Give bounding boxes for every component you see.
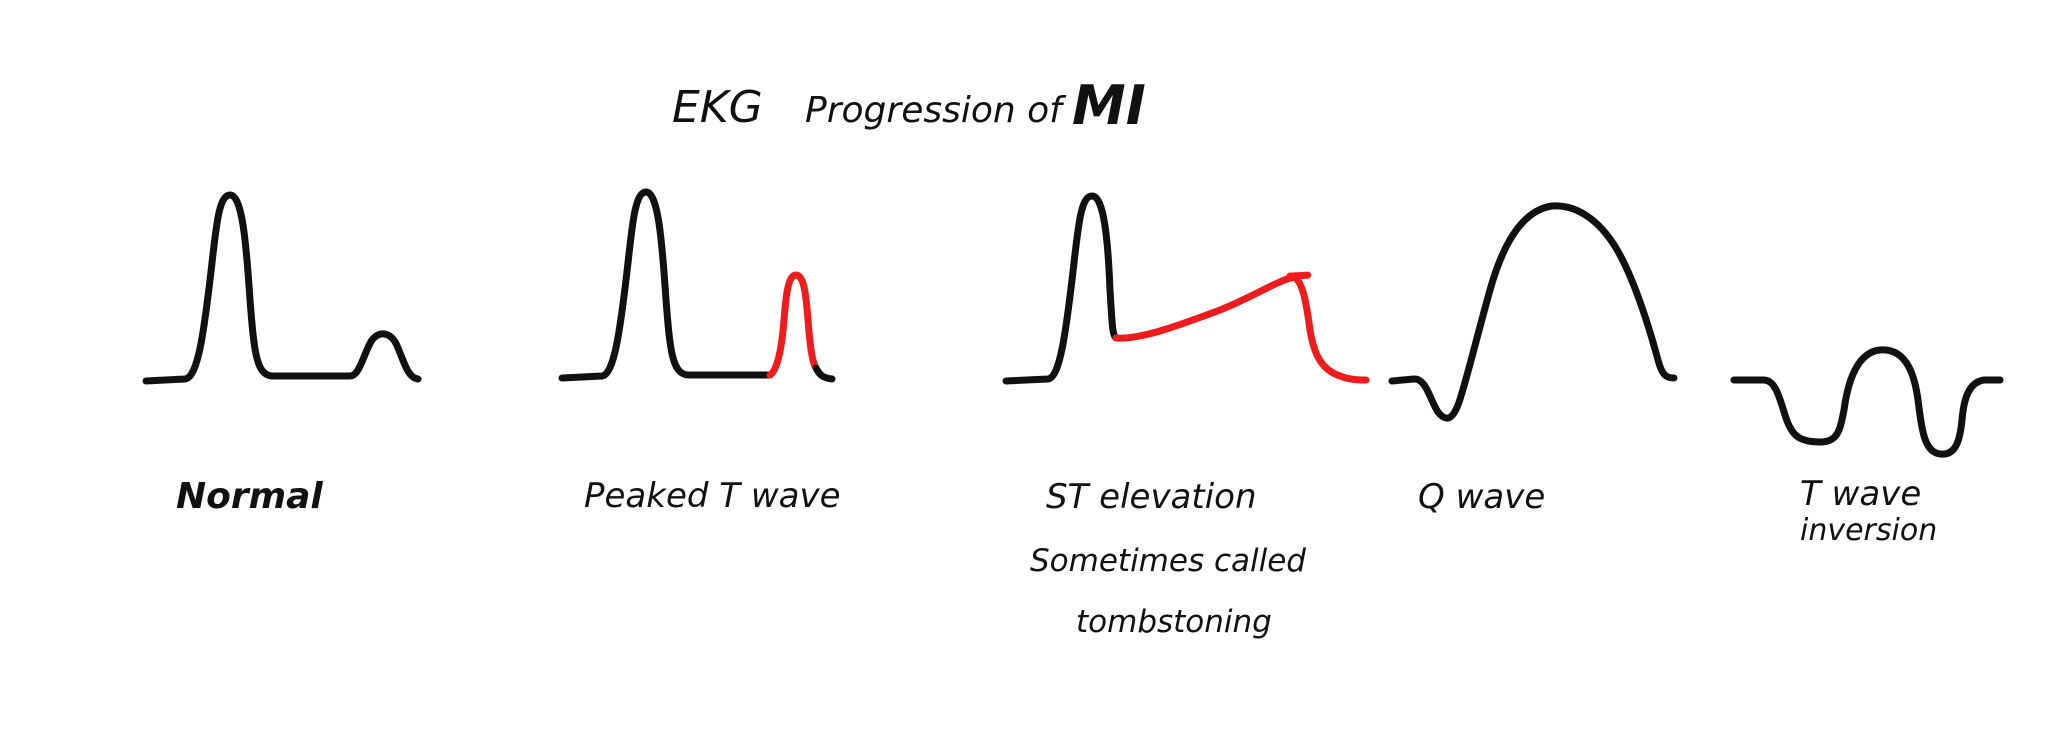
title-mi: MI [1072, 74, 1146, 137]
stage-q-wave: Q wave [1388, 202, 1678, 517]
label-q-wave: Q wave [1418, 477, 1545, 517]
label-normal: Normal [176, 476, 323, 517]
st-elevation-segment [1112, 271, 1370, 384]
label-t-wave: T wave [1800, 474, 1921, 514]
peaked-t-wave-segment [766, 271, 820, 379]
label-inversion: inversion [1800, 513, 1937, 548]
stage-peaked-t-wave: Peaked T wave [558, 188, 841, 516]
peaked-tail-waveform [812, 364, 836, 383]
normal-waveform [142, 191, 422, 385]
peaked-qrs-waveform [558, 188, 774, 382]
st-note-line1: Sometimes called [1030, 543, 1306, 579]
stage-st-elevation: ST elevation Sometimes called tombstonin… [1002, 192, 1370, 640]
diagram-title: EKG Progression of MI [672, 74, 1146, 137]
st-qrs-waveform [1002, 192, 1120, 385]
label-st-elevation: ST elevation [1046, 477, 1257, 517]
stage-t-wave-inversion: T wave inversion [1730, 346, 2004, 548]
title-ekg: EKG [672, 82, 763, 133]
t-inversion-waveform [1730, 346, 2004, 458]
label-peaked-t-wave: Peaked T wave [584, 476, 841, 516]
title-progression: Progression of [805, 90, 1067, 131]
st-note-line2: tombstoning [1076, 604, 1272, 640]
stage-normal: Normal [142, 191, 422, 517]
q-wave-waveform [1388, 202, 1678, 422]
